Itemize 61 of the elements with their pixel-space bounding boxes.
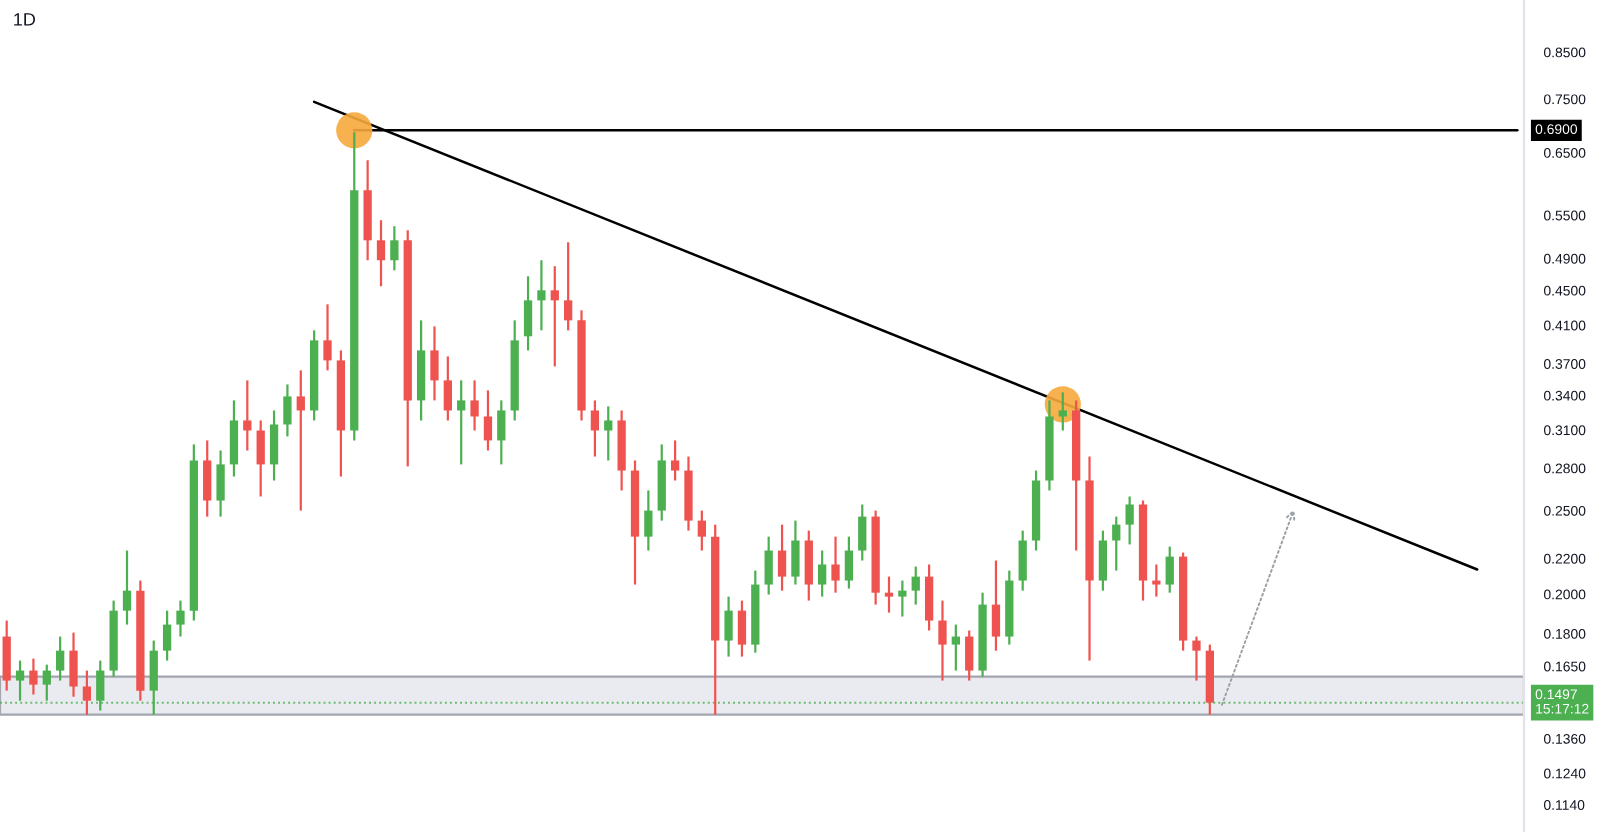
candlestick [2, 619, 11, 692]
candlestick [430, 325, 439, 402]
candlestick [56, 635, 65, 682]
candlestick [858, 503, 867, 562]
candlestick [604, 405, 613, 462]
candlestick [323, 303, 332, 372]
candlestick [898, 579, 907, 618]
candlestick [1098, 529, 1108, 592]
candlestick [670, 439, 680, 482]
candlestick [376, 219, 386, 288]
candlestick [269, 409, 279, 482]
candlestick [537, 259, 546, 332]
candlestick [497, 399, 506, 466]
candlestick [550, 265, 559, 368]
candlestick [443, 355, 452, 422]
candlestick [911, 565, 920, 606]
candlestick [122, 549, 132, 626]
candlestick [390, 225, 399, 272]
candlestick [804, 529, 813, 602]
candlestick [483, 389, 493, 452]
candlestick [176, 599, 185, 638]
candlestick [243, 379, 252, 452]
candlestick [1058, 391, 1067, 432]
text: 1D [14, 13, 36, 26]
candlestick [162, 609, 172, 662]
candlestick [764, 535, 773, 596]
candlestick [82, 669, 92, 716]
candlestick [818, 549, 827, 598]
candlestick [256, 419, 265, 498]
candlestick [470, 379, 479, 432]
candlestick [283, 383, 292, 438]
candlestick [1018, 529, 1027, 592]
candlestick [724, 595, 733, 658]
candlestick [644, 489, 653, 552]
candlestick [457, 379, 466, 466]
candlestick [791, 519, 800, 586]
candlestick [844, 535, 854, 590]
candlestick [951, 623, 960, 672]
candlestick [777, 523, 787, 592]
candlestick [831, 535, 840, 594]
candlestick [1125, 495, 1134, 546]
candlestick [229, 399, 239, 478]
candlestick [29, 657, 38, 696]
candlestick [965, 629, 974, 682]
candlestick [523, 275, 533, 352]
candlestick [938, 599, 947, 682]
candlestick [924, 563, 934, 632]
candlestick [1152, 563, 1161, 598]
candlestick [1112, 515, 1121, 572]
candlestick [884, 575, 894, 614]
candlestick [296, 369, 305, 512]
candlestick [697, 509, 706, 552]
candlestick [1165, 545, 1174, 594]
candlestick [216, 449, 225, 518]
candlestick [203, 439, 212, 518]
candlestick [590, 399, 600, 458]
candlestick [564, 241, 573, 332]
candlestick [1192, 635, 1201, 682]
candlestick [737, 599, 747, 658]
candlestick [69, 631, 78, 698]
candlestick [991, 559, 1001, 652]
